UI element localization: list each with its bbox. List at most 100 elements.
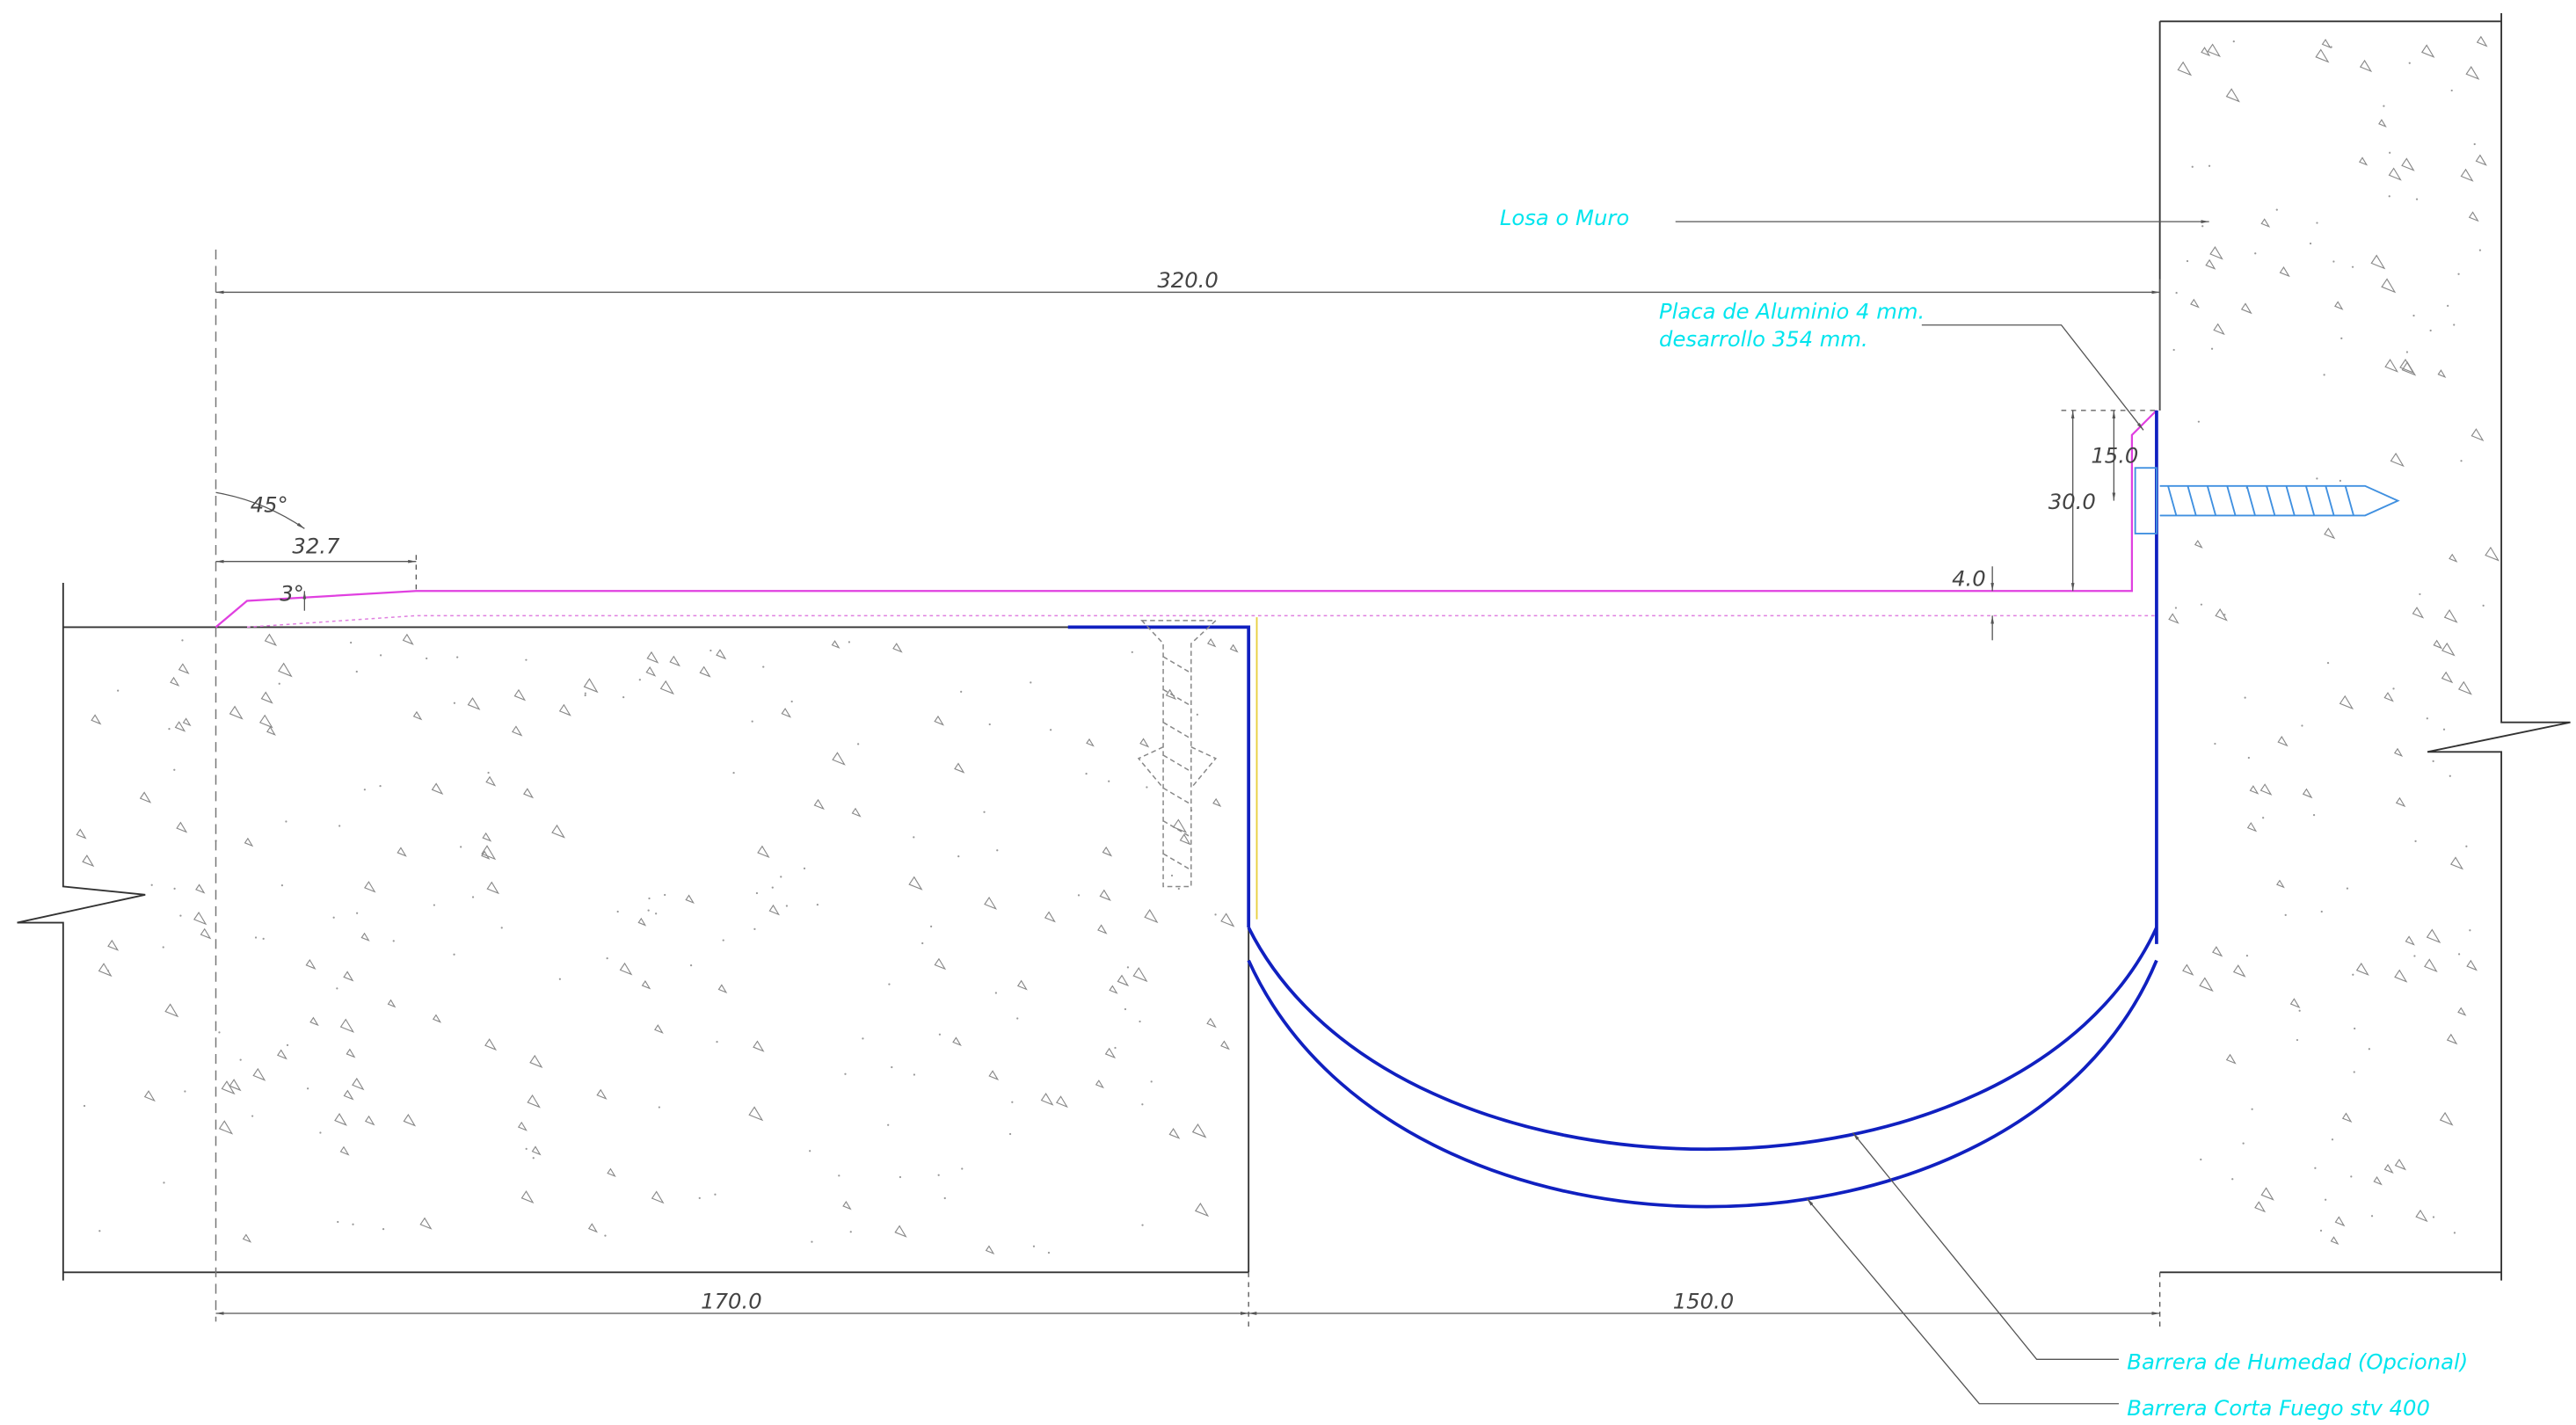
aggregate (2190, 298, 2200, 309)
aggregate (360, 932, 370, 942)
aggregate (813, 798, 825, 811)
aggregate (164, 1003, 179, 1018)
aggregate (481, 850, 491, 860)
aggregate (2466, 959, 2478, 971)
aggregate (2246, 822, 2258, 832)
aggregate (343, 1089, 354, 1101)
aggregate-dot (960, 690, 963, 694)
aggregate (174, 721, 186, 732)
aggregate-dot (1077, 894, 1081, 897)
aggregate (2315, 48, 2330, 63)
aggregate (91, 714, 102, 725)
aggregate-dot (714, 1193, 717, 1196)
aggregate (781, 708, 792, 718)
aggregate (260, 691, 273, 704)
aggregate (2485, 546, 2500, 562)
aggregate (1179, 833, 1191, 846)
aggregate (637, 917, 647, 927)
aggregate (178, 663, 190, 675)
aggregate-dot (2197, 420, 2200, 423)
aggregate-dot (2312, 814, 2316, 817)
aggregate-dot (1124, 1007, 1127, 1011)
aggregate (651, 1190, 665, 1204)
aggregate-dot (2432, 1216, 2435, 1218)
aggregate-dot (98, 1230, 101, 1232)
aggregate (1044, 911, 1056, 923)
aggregate-dot (2340, 337, 2343, 339)
aggregate (2225, 88, 2240, 103)
aggregate-dot (753, 927, 756, 930)
aggregate (277, 1049, 287, 1060)
aggregate (2330, 1236, 2340, 1246)
aggregate-dot (2309, 242, 2312, 245)
aggregate (221, 1080, 236, 1095)
label-plate-dev: desarrollo 354 mm. (1659, 326, 1868, 352)
fire-barrier (1247, 959, 2158, 1209)
aggregate-dot (988, 723, 991, 726)
aggregate (1099, 889, 1111, 902)
aggregate (482, 832, 492, 842)
aggregate-dot (106, 970, 110, 972)
aggregate (894, 1225, 907, 1238)
aggregate (659, 680, 674, 695)
aggregate (699, 665, 711, 678)
aggregate (596, 1088, 608, 1100)
aggregate (242, 1233, 252, 1243)
aggregate-dot (356, 912, 359, 914)
aggregate-dot (2482, 604, 2485, 607)
aggregate-dot (780, 876, 782, 878)
aggregate (1212, 797, 1222, 807)
aggregate (339, 1145, 350, 1156)
aggregate-dot (2408, 62, 2411, 64)
aggregate-dot (173, 768, 176, 771)
aggregate-dot (2354, 1027, 2356, 1030)
aggregate-dot (606, 956, 608, 960)
aggregate (2201, 47, 2211, 57)
aggregate (2412, 607, 2425, 619)
aggregate-dot (379, 654, 382, 657)
dim-screw: 15.0 (2091, 443, 2138, 469)
aggregate-dot (1177, 887, 1180, 891)
dim-slope: 3° (280, 581, 304, 607)
aggregate-dot (2254, 252, 2257, 255)
aggregate (2341, 1112, 2353, 1123)
aggregate-dot (616, 910, 619, 913)
aggregate-dot (1214, 913, 1217, 916)
aggregate (364, 1115, 375, 1126)
aggregate-dot (994, 992, 998, 994)
aggregate (988, 1070, 1000, 1080)
aggregate (685, 894, 695, 905)
aggregate-dot (2201, 225, 2204, 228)
aggregate (309, 1016, 319, 1027)
aggregate-dot (938, 1033, 942, 1036)
aggregate-dot (2175, 291, 2178, 294)
aggregate-dot (844, 1072, 847, 1075)
concrete-aggregate (76, 35, 2500, 1255)
aggregate (551, 824, 565, 839)
aggregate-dot (2453, 1232, 2456, 1234)
aggregate (2249, 785, 2259, 795)
aggregate (2383, 1164, 2394, 1174)
aggregate (2168, 613, 2179, 624)
aggregate-dot (921, 942, 924, 945)
aggregate (2476, 35, 2488, 47)
aggregate-dot (2316, 222, 2318, 224)
aggregate-dot (2316, 477, 2318, 480)
aggregate-dot (2214, 742, 2216, 745)
aggregate-dot (771, 886, 774, 889)
aggregate-dot (816, 903, 819, 906)
aggregate (2475, 154, 2487, 166)
aggregate-dot (937, 1174, 940, 1176)
aggregate-dot (286, 1043, 289, 1046)
aggregate (2373, 1176, 2383, 1186)
aggregate (2339, 694, 2354, 710)
aggregate-dot (2405, 351, 2409, 353)
aggregate-dot (2351, 265, 2354, 268)
aggregate (485, 775, 497, 787)
aggregate (952, 1036, 962, 1047)
aggregate-dot (1170, 874, 1174, 877)
aggregate-dot (278, 682, 280, 685)
aggregate-dot (2460, 460, 2463, 462)
aggregate-dot (722, 939, 724, 942)
aggregate (523, 788, 535, 799)
